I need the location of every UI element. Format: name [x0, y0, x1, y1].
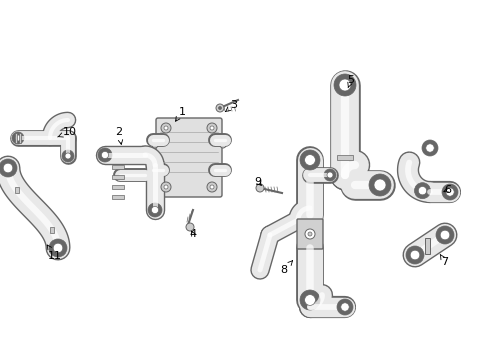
Circle shape	[327, 172, 333, 178]
Circle shape	[415, 183, 431, 199]
Circle shape	[442, 184, 458, 200]
Circle shape	[151, 206, 159, 213]
Circle shape	[341, 303, 349, 311]
Circle shape	[337, 299, 353, 315]
Circle shape	[12, 132, 24, 144]
Circle shape	[207, 123, 217, 133]
Bar	[15, 133, 17, 143]
Circle shape	[0, 159, 17, 177]
Circle shape	[101, 152, 109, 159]
Circle shape	[440, 230, 450, 240]
Circle shape	[339, 79, 351, 91]
FancyBboxPatch shape	[297, 219, 323, 249]
Circle shape	[164, 126, 168, 130]
Circle shape	[305, 229, 315, 239]
Circle shape	[305, 154, 316, 165]
Circle shape	[207, 182, 217, 192]
Circle shape	[152, 167, 158, 173]
Bar	[425, 238, 430, 254]
Circle shape	[436, 226, 454, 244]
Text: 9: 9	[254, 177, 262, 187]
Circle shape	[300, 290, 320, 310]
Text: 7: 7	[440, 254, 448, 267]
Bar	[337, 155, 353, 160]
Circle shape	[15, 135, 21, 141]
Bar	[112, 185, 124, 189]
Circle shape	[305, 294, 316, 305]
Circle shape	[210, 126, 214, 130]
Circle shape	[164, 185, 168, 189]
Circle shape	[334, 74, 356, 96]
Circle shape	[324, 169, 336, 181]
Bar	[112, 175, 124, 179]
Circle shape	[186, 223, 194, 231]
Circle shape	[410, 250, 420, 260]
Circle shape	[374, 179, 386, 191]
Bar	[50, 227, 54, 233]
Circle shape	[300, 150, 320, 170]
Circle shape	[220, 167, 226, 173]
Text: 3: 3	[225, 100, 238, 112]
Text: 11: 11	[47, 245, 62, 261]
Circle shape	[161, 123, 171, 133]
Circle shape	[62, 150, 74, 162]
Circle shape	[65, 153, 71, 159]
Circle shape	[446, 188, 454, 196]
Bar	[112, 195, 124, 199]
Text: 4: 4	[190, 229, 196, 239]
Circle shape	[53, 243, 63, 253]
Text: 2: 2	[116, 127, 122, 144]
Text: 8: 8	[280, 261, 293, 275]
Circle shape	[3, 163, 13, 173]
Circle shape	[219, 107, 221, 109]
Circle shape	[256, 184, 264, 192]
Circle shape	[210, 185, 214, 189]
Circle shape	[220, 142, 226, 148]
Circle shape	[426, 144, 434, 152]
Circle shape	[369, 174, 391, 196]
Circle shape	[49, 239, 67, 257]
Circle shape	[148, 203, 162, 217]
Circle shape	[308, 232, 312, 236]
Bar	[19, 133, 21, 143]
Circle shape	[152, 142, 158, 148]
Bar	[112, 165, 124, 169]
Circle shape	[422, 140, 438, 156]
Circle shape	[216, 104, 224, 112]
Text: 5: 5	[347, 75, 354, 88]
FancyBboxPatch shape	[156, 118, 222, 197]
Text: 1: 1	[175, 107, 186, 121]
Circle shape	[418, 186, 427, 195]
Text: 6: 6	[444, 185, 451, 195]
Circle shape	[161, 182, 171, 192]
Bar	[15, 187, 19, 193]
Circle shape	[98, 148, 112, 162]
Circle shape	[406, 246, 424, 264]
Text: 10: 10	[58, 127, 77, 137]
